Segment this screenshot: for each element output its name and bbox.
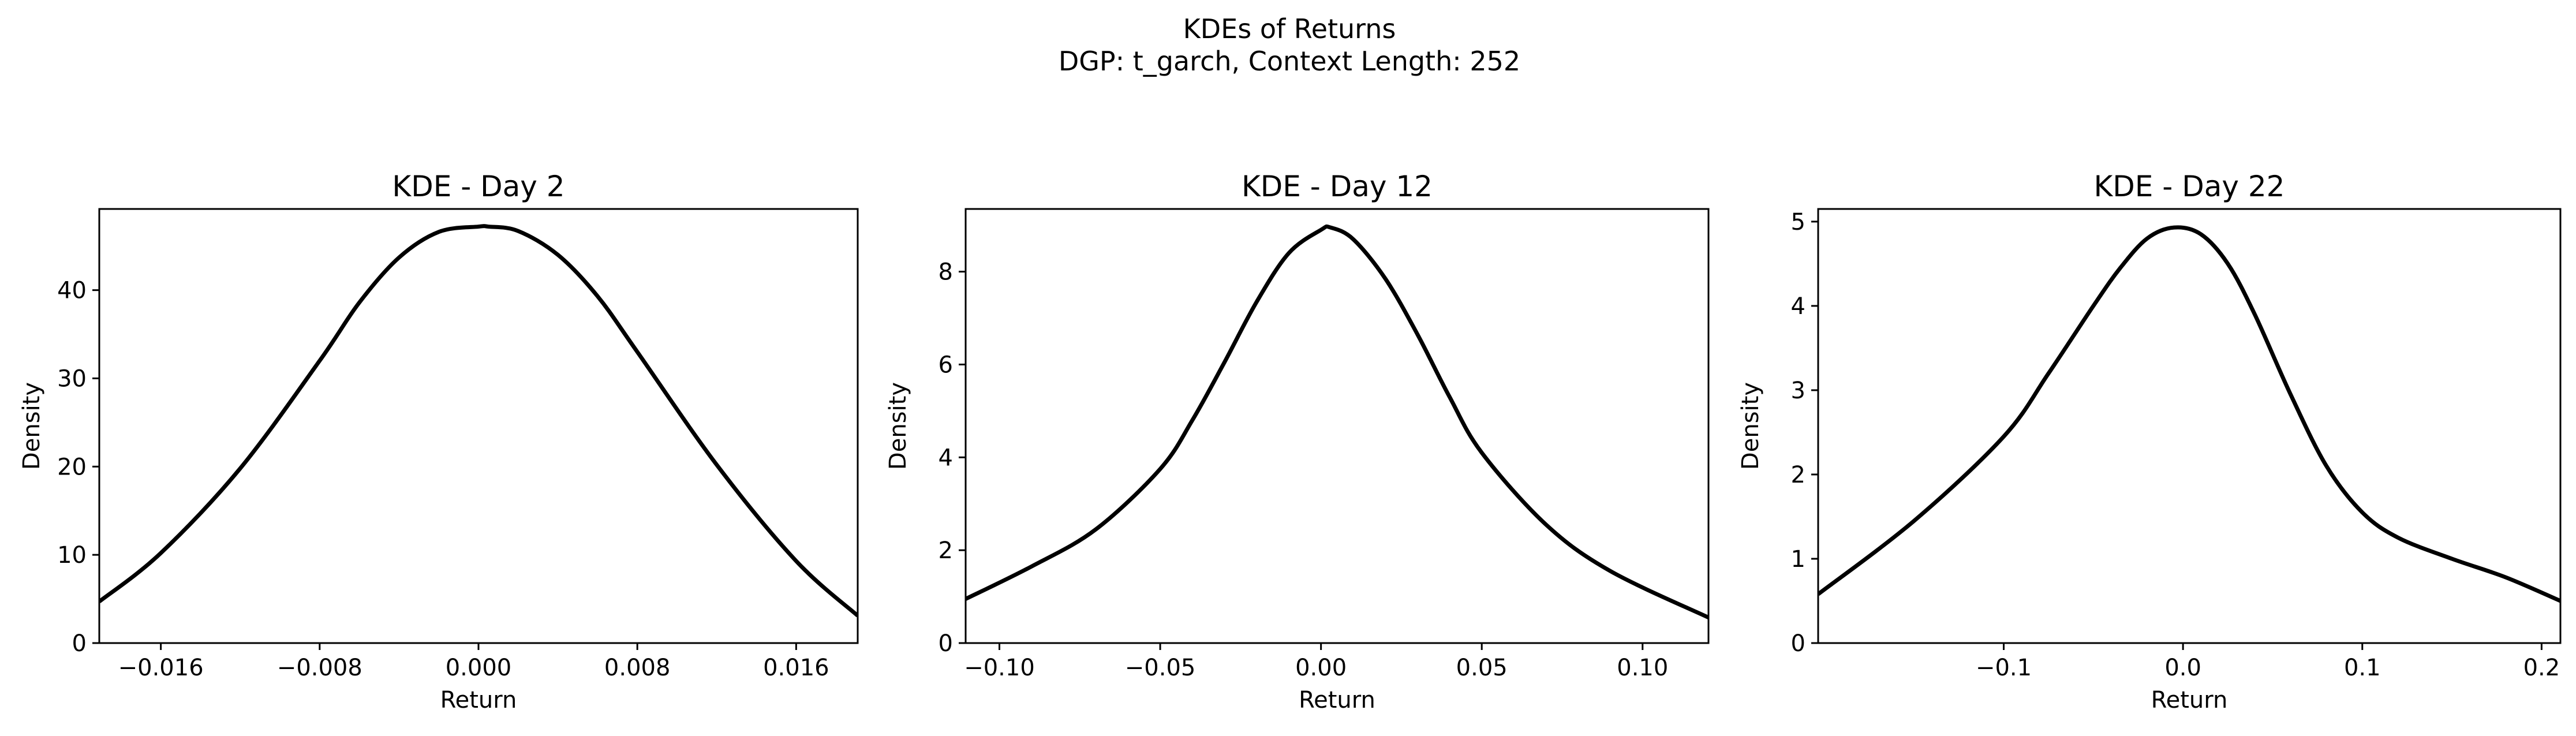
x-tick-label: 0.05 [1456,655,1508,681]
y-tick-label: 3 [1791,378,1805,404]
y-tick-label: 1 [1791,546,1805,573]
x-tick-label: 0.00 [1295,655,1347,681]
x-axis-label: Return [1299,687,1375,713]
x-axis-label: Return [440,687,517,713]
axes-title: KDE - Day 2 [392,170,564,203]
y-tick-label: 0 [939,630,953,657]
figure-suptitle-line-1: KDEs of Returns [1183,13,1396,44]
x-tick-label: 0.0 [2164,655,2201,681]
x-tick-label: 0.000 [446,655,512,681]
y-tick-label: 0 [1791,630,1805,657]
x-tick-label: −0.05 [1125,655,1196,681]
x-axis-label: Return [2151,687,2228,713]
y-axis-label: Density [1737,382,1764,470]
figure-suptitle-line-2: DGP: t_garch, Context Length: 252 [1059,46,1520,77]
x-tick-label: −0.016 [118,655,204,681]
y-tick-label: 20 [57,454,87,480]
y-tick-label: 30 [57,365,87,392]
y-tick-label: 4 [1791,293,1805,320]
kde-panel-day-12: −0.10 −0.05 0.00 0.05 0.10 0 2 4 6 8 KDE - Day 12 R… [885,170,1710,713]
y-axis-label: Density [885,382,911,470]
axes-frame [1817,208,2562,644]
y-tick-label: 10 [57,542,87,569]
y-tick-label: 2 [1791,462,1805,488]
x-tick-label: −0.1 [1976,655,2032,681]
x-tick-label: 0.008 [604,655,671,681]
kde-panel-day-22: −0.1 0.0 0.1 0.2 0 1 2 3 4 5 KDE - Day 22 Return Den… [1737,170,2562,713]
y-tick-label: 6 [939,352,953,378]
kde-line-series-0 [99,224,858,618]
x-tick-label: 0.1 [2344,655,2381,681]
y-tick-label: 4 [939,444,953,471]
y-tick-label: 40 [57,278,87,304]
y-tick-label: 0 [72,630,87,657]
kde-line-series-0 [966,224,1708,619]
x-tick-label: 0.016 [763,655,829,681]
x-tick-label: −0.10 [964,655,1035,681]
axes-frame [964,208,1710,644]
y-tick-label: 8 [939,259,953,286]
y-tick-label: 5 [1791,209,1805,236]
axes-title: KDE - Day 22 [2094,170,2285,203]
x-tick-label: 0.2 [2523,655,2560,681]
y-tick-label: 2 [939,537,953,564]
kde-line-series-0 [1818,225,2560,603]
kde-panel-day-2: −0.016 −0.008 0.000 0.008 0.016 0 10 20 30 40 KDE … [18,170,859,713]
axes-title: KDE - Day 12 [1242,170,1433,203]
x-tick-label: −0.008 [277,655,362,681]
x-tick-label: 0.10 [1617,655,1668,681]
y-axis-label: Density [18,382,45,470]
